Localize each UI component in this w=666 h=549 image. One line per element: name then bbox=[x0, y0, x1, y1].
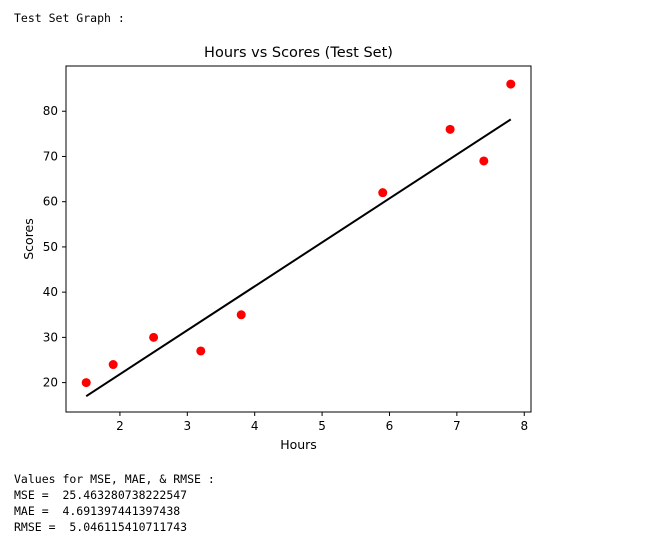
x-tick-label: 4 bbox=[251, 419, 259, 433]
axis-ticks: 2 3 4 5 6 7 8 20 30 40 50 60 70 80 bbox=[43, 104, 528, 433]
y-tick-label: 30 bbox=[43, 330, 58, 344]
data-point bbox=[149, 332, 159, 342]
chart-title: Hours vs Scores (Test Set) bbox=[204, 45, 393, 61]
metrics-output: Values for MSE, MAE, & RMSE : MSE = 25.4… bbox=[14, 471, 215, 535]
output-header: Test Set Graph : bbox=[14, 11, 125, 25]
y-tick-label: 60 bbox=[43, 195, 58, 209]
y-tick-label: 50 bbox=[43, 240, 58, 254]
x-tick-label: 3 bbox=[183, 419, 191, 433]
data-point bbox=[236, 310, 246, 320]
rmse-value: RMSE = 5.046115410711743 bbox=[14, 520, 188, 534]
data-point bbox=[445, 124, 455, 134]
data-point bbox=[378, 188, 388, 198]
metrics-heading: Values for MSE, MAE, & RMSE : bbox=[14, 472, 215, 486]
data-point bbox=[196, 346, 206, 356]
x-tick-label: 7 bbox=[453, 419, 461, 433]
y-tick-label: 20 bbox=[43, 376, 58, 390]
data-point bbox=[108, 360, 118, 370]
x-tick-label: 5 bbox=[318, 419, 326, 433]
data-point bbox=[506, 79, 516, 89]
plot-frame bbox=[65, 65, 532, 413]
scatter-chart: Hours vs Scores (Test Set) 2 3 4 5 6 7 8 20 30 40… bbox=[21, 45, 532, 452]
x-tick-label: 8 bbox=[520, 419, 528, 433]
x-tick-label: 6 bbox=[386, 419, 394, 433]
y-axis-label: Scores bbox=[21, 218, 36, 260]
x-tick-label: 2 bbox=[116, 419, 124, 433]
x-axis-label: Hours bbox=[280, 437, 317, 452]
data-points bbox=[81, 79, 516, 388]
y-tick-label: 80 bbox=[43, 104, 58, 118]
regression-line bbox=[85, 118, 512, 398]
y-tick-label: 70 bbox=[43, 149, 58, 163]
mae-value: MAE = 4.691397441397438 bbox=[14, 504, 181, 518]
data-point bbox=[479, 156, 489, 166]
mse-value: MSE = 25.463280738222547 bbox=[14, 488, 188, 502]
data-point bbox=[81, 378, 91, 388]
y-tick-label: 40 bbox=[43, 285, 58, 299]
